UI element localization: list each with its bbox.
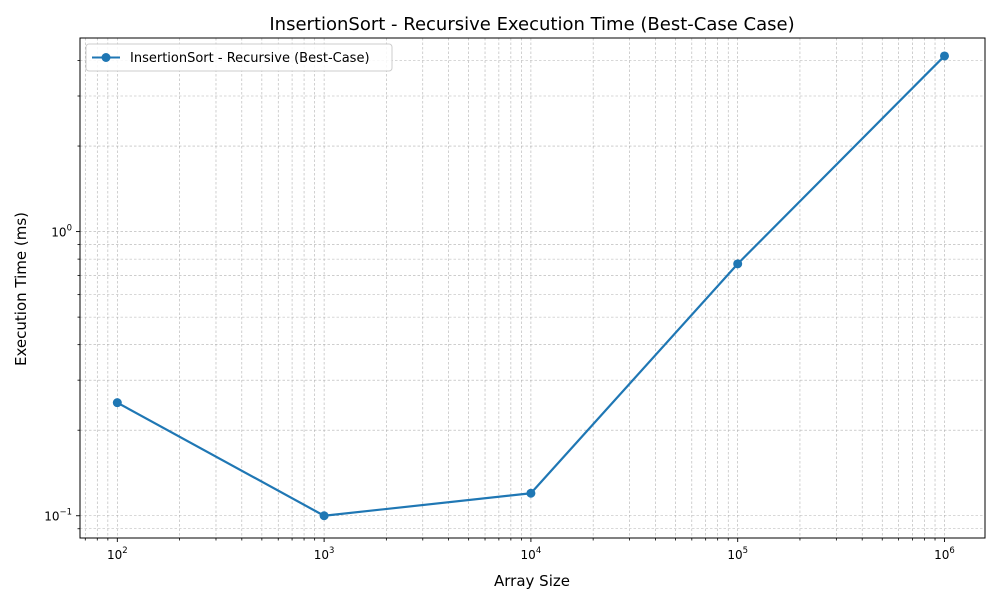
data-point [526, 488, 536, 498]
legend-marker-swatch [101, 53, 111, 62]
plot-frame [79, 37, 986, 539]
legend-label: InsertionSort - Recursive (Best-Case) [130, 51, 370, 66]
x-tick-label: 106 [934, 546, 955, 562]
y-axis-label: Execution Time (ms) [12, 212, 30, 366]
x-tick-label: 105 [727, 546, 748, 562]
x-tick-label: 102 [107, 546, 128, 562]
data-point [939, 51, 949, 61]
data-point [319, 511, 329, 521]
minor-gridlines [80, 38, 985, 538]
x-tick-label: 104 [521, 546, 542, 562]
y-tick-label: 10−1 [44, 508, 72, 524]
data-point [733, 259, 743, 269]
x-tick-label: 103 [314, 546, 335, 562]
x-axis-label: Array Size [494, 572, 570, 590]
chart-title: InsertionSort - Recursive Execution Time… [269, 14, 794, 35]
legend: InsertionSort - Recursive (Best-Case) [85, 43, 393, 72]
legend-box [85, 43, 393, 72]
data-point [112, 398, 122, 408]
y-axis-ticks: 10−1 100 [44, 60, 80, 530]
series-layer [112, 51, 949, 521]
major-gridlines [80, 38, 985, 538]
x-axis-ticks: 102 103 104 105 106 [84, 538, 955, 562]
y-tick-label: 100 [51, 224, 72, 240]
